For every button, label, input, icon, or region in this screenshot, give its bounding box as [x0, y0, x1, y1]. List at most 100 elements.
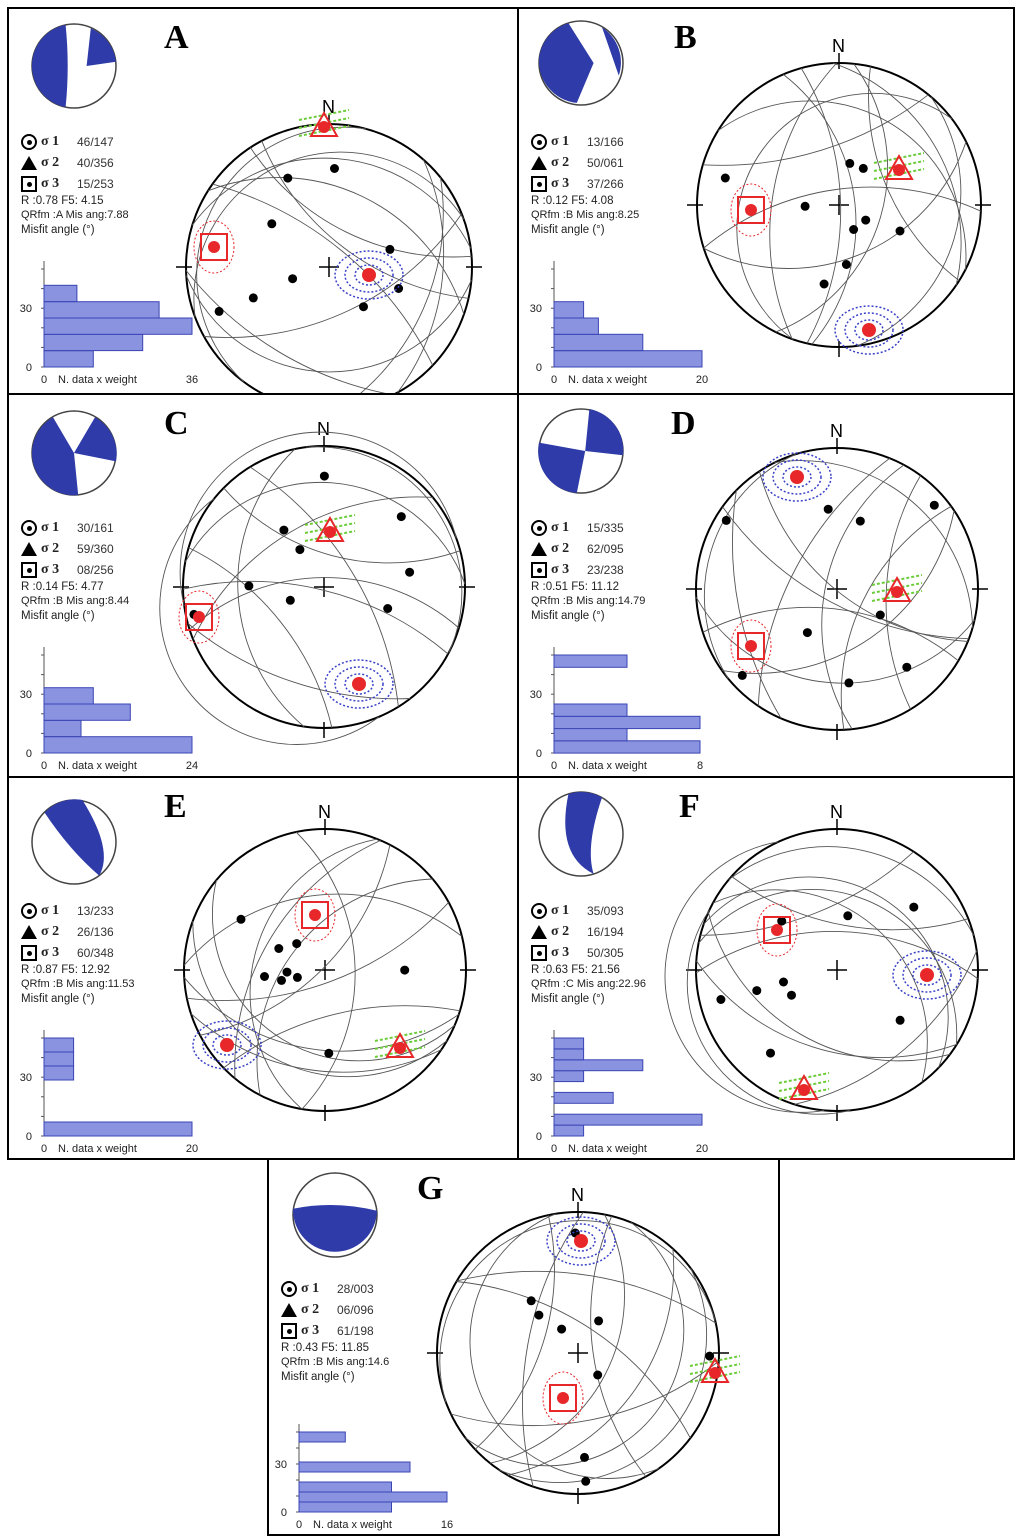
fault-plane-arc: [885, 475, 921, 710]
hist-bar: [298, 1491, 448, 1503]
sigma1-label: σ 1: [551, 902, 570, 918]
sigma2-value: 40/356: [77, 155, 114, 170]
slip-pole-dot: [705, 1351, 715, 1361]
fault-plane-arc: [439, 1220, 716, 1403]
sigma3-marker: [549, 1384, 577, 1412]
sigma3-value: 08/256: [77, 562, 114, 577]
sigma2-value: 50/061: [587, 155, 624, 170]
hist-y-30: 30: [530, 1072, 542, 1084]
slip-pole-dot: [844, 678, 854, 688]
sigma1-marker: [220, 1038, 234, 1052]
fault-plane-arc: [498, 1267, 708, 1483]
sigma2-label: σ 2: [551, 540, 570, 556]
sigma3-icon: [281, 1322, 297, 1339]
fault-plane-arc: [183, 893, 463, 966]
sigma1-confidence-contour: [772, 459, 822, 495]
slip-pole-dot: [330, 164, 339, 173]
hist-bar: [553, 703, 628, 717]
sigma3-marker: [185, 603, 213, 631]
hist-y-30: 30: [20, 689, 32, 701]
sigma-row-2: σ 2 62/095: [531, 538, 701, 559]
sigma3-value: 23/238: [587, 562, 624, 577]
sigma2-dot: [709, 1367, 721, 1379]
sigma2-icon: [21, 541, 37, 556]
fault-plane-arc: [703, 141, 967, 269]
fault-plane-arc: [207, 177, 465, 315]
misfit-label: Misfit angle (°): [21, 993, 95, 1005]
hist-bar: [298, 1461, 411, 1473]
sigma2-value: 26/136: [77, 924, 114, 939]
hist-x-label: N. data x weight: [568, 1143, 647, 1155]
fault-plane-arc: [212, 183, 434, 366]
misfit-label: Misfit angle (°): [531, 224, 605, 236]
fault-plane-arc: [185, 275, 472, 373]
slip-pole-dot: [594, 1316, 604, 1326]
sigma3-confidence-contour: [178, 590, 220, 644]
sigma1-label: σ 1: [551, 133, 570, 149]
fault-plane-arc: [189, 577, 460, 630]
sigma3-dot: [557, 1392, 569, 1404]
sigma-row-3: σ 3 15/253: [21, 173, 191, 194]
slip-pole-dot: [274, 944, 284, 953]
misfit-histogram: 0 30 0 N. data x weight 24: [20, 647, 198, 772]
fault-plane-arc: [702, 606, 959, 662]
fault-plane-arc: [856, 96, 962, 347]
fault-plane-arc: [203, 213, 463, 338]
fault-plane-arc: [775, 63, 888, 333]
panel-g: G N 0 30 0 N. data x weight 16 σ 1 28/003 σ 2 06/0…: [267, 1158, 780, 1536]
panel-e: E N 0 30 0 N. data x weight 20 σ 1 13/233 σ 2 26/1…: [7, 776, 519, 1160]
misfit-label: Misfit angle (°): [531, 993, 605, 1005]
stereonet-svg: 0 30 0 N. data x weight 20: [20, 799, 476, 1155]
slip-pole-dot: [861, 215, 871, 225]
fault-plane-arc: [686, 909, 850, 1115]
north-label: N: [322, 97, 335, 117]
slip-pole-dot: [319, 471, 329, 481]
slip-pole-dot: [855, 516, 865, 526]
qrfm-line: QRfm :B Mis ang:14.6: [281, 1356, 390, 1368]
fault-plane-arc: [450, 1360, 720, 1426]
sigma1-confidence-contour: [334, 250, 404, 300]
fault-plane-arc: [212, 879, 456, 1062]
slip-pole-dot: [394, 284, 404, 293]
sigma-row-3: σ 3 37/266: [531, 173, 701, 194]
fault-plane-arc: [223, 487, 461, 564]
sigma-row-1: σ 1 28/003: [281, 1278, 451, 1299]
slip-pole-dot: [288, 274, 298, 284]
north-label: N: [830, 802, 843, 822]
sigma3-label: σ 3: [551, 944, 570, 960]
panel-letter: F: [679, 788, 700, 825]
fault-plane-arc: [722, 506, 969, 640]
r-ratio-line: R :0.78 F5: 4.15: [21, 195, 104, 207]
sigma3-marker: [737, 196, 765, 224]
misfit-label: Misfit angle (°): [531, 610, 605, 622]
fault-plane-arc: [186, 901, 450, 1001]
slip-pole-dot: [800, 201, 810, 211]
slip-pole-dot: [557, 1324, 567, 1334]
fault-plane-arc: [703, 876, 949, 1068]
slip-pole-dot: [845, 158, 855, 168]
sigma3-marker: [200, 233, 228, 261]
slip-pole-dot: [902, 662, 912, 672]
sigma-row-3: σ 3 08/256: [21, 559, 191, 580]
slip-pole-dot: [260, 972, 269, 981]
sigma1-confidence-contour: [324, 659, 394, 709]
hist-bar: [43, 350, 94, 368]
fault-plane-arc: [717, 100, 967, 270]
hist-bar: [43, 1121, 193, 1137]
hist-bar: [553, 350, 703, 368]
fault-plane-arc: [769, 62, 838, 340]
north-label: N: [571, 1185, 584, 1205]
stereonet-svg: 0 30 0 N. data x weight 24: [20, 410, 475, 772]
fault-plane-arc: [758, 471, 968, 642]
hist-bar: [43, 1037, 75, 1053]
r-ratio-line: R :0.12 F5: 4.08: [531, 195, 614, 207]
slip-pole-dot: [777, 916, 787, 926]
fault-plane-arc: [397, 159, 445, 393]
sigma1-confidence-contour: [834, 305, 904, 355]
fault-plane-arc: [188, 547, 333, 728]
sigma2-label: σ 2: [41, 923, 60, 939]
fault-plane-arc: [721, 510, 955, 674]
sigma1-confidence-contour: [912, 964, 942, 986]
hist-bar: [43, 1065, 75, 1081]
fault-plane-arc: [664, 841, 825, 1113]
